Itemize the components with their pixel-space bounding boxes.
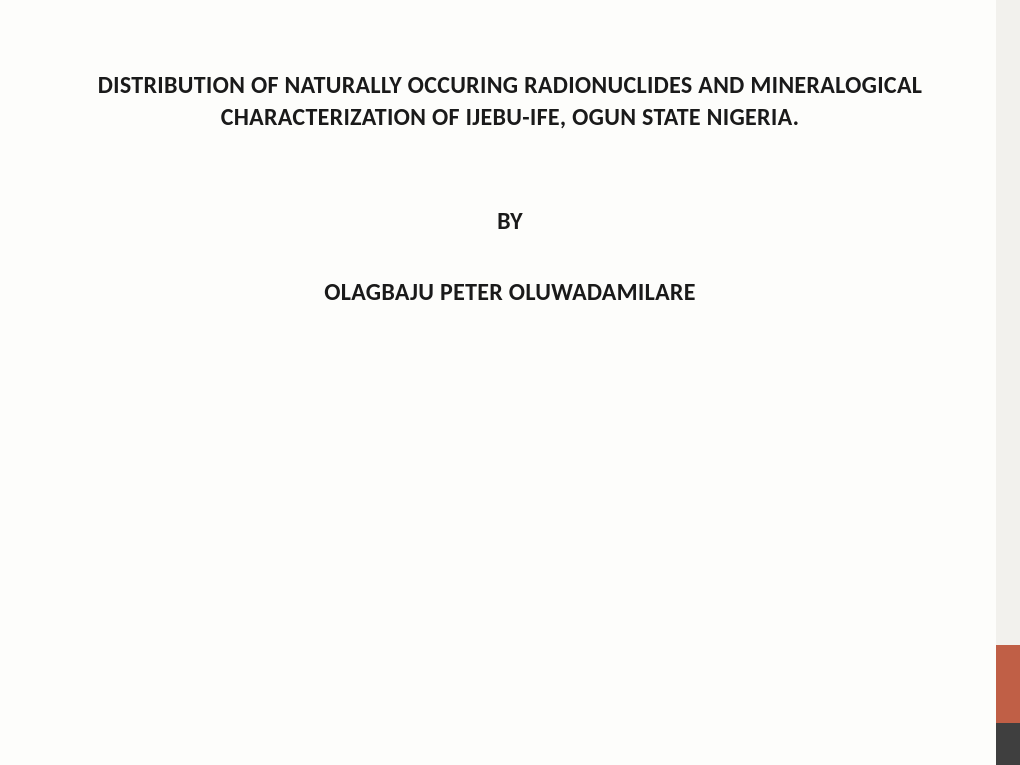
accent-bar-top [996,0,1020,645]
slide: DISTRIBUTION OF NATURALLY OCCURING RADIO… [0,0,1020,765]
accent-bar-middle [996,645,1020,723]
accent-bar [996,0,1020,765]
slide-title: DISTRIBUTION OF NATURALLY OCCURING RADIO… [80,70,940,135]
byline-label: BY [80,207,940,236]
author-name: OLAGBAJU PETER OLUWADAMILARE [80,278,940,307]
accent-bar-bottom [996,723,1020,765]
